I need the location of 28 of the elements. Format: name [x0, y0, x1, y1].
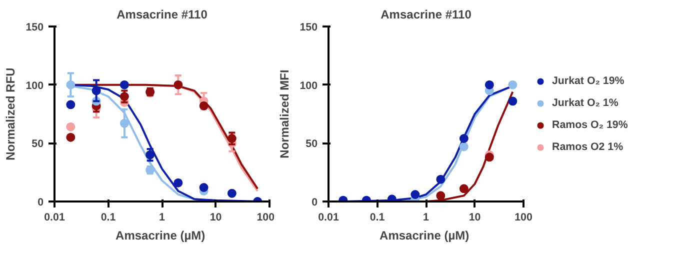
y-tick-label: 0: [38, 196, 44, 208]
chart-title: Amsacrine #110: [380, 8, 472, 22]
x-tick-label: 1: [423, 212, 430, 224]
legend-label: Ramos O₂ 19%: [552, 118, 628, 130]
legend-label: Jurkat O₂ 1%: [552, 96, 618, 108]
x-tick-label: 100: [256, 212, 275, 224]
y-tick-label: 50: [306, 138, 318, 150]
x-tick-label: 10: [468, 212, 481, 224]
x-tick-label: 0.1: [100, 212, 116, 224]
x-tick-label: 1: [159, 212, 166, 224]
legend-label: Ramos O2 1%: [552, 140, 624, 152]
y-tick-label: 100: [26, 80, 44, 92]
x-tick-label: 0.1: [370, 212, 385, 224]
chart-title: Amsacrine #110: [116, 8, 208, 22]
x-tick-label: 0.01: [318, 212, 339, 224]
x-axis-title: Amsacrine (µM): [116, 228, 206, 242]
y-tick-label: 150: [300, 22, 318, 34]
y-tick-label: 150: [26, 22, 44, 34]
y-tick-label: 50: [32, 138, 44, 150]
x-tick-label: 0.01: [44, 212, 65, 224]
y-tick-label: 0: [312, 196, 318, 208]
y-tick-label: 100: [300, 80, 318, 92]
y-axis-title: Normalized MFI: [278, 70, 292, 158]
x-axis-title: Amsacrine (µM): [380, 228, 470, 242]
y-axis-title: Normalized RFU: [4, 68, 18, 160]
x-tick-label: 100: [514, 212, 532, 224]
x-tick-label: 10: [210, 212, 222, 224]
legend-label: Jurkat O₂ 19%: [552, 74, 624, 86]
